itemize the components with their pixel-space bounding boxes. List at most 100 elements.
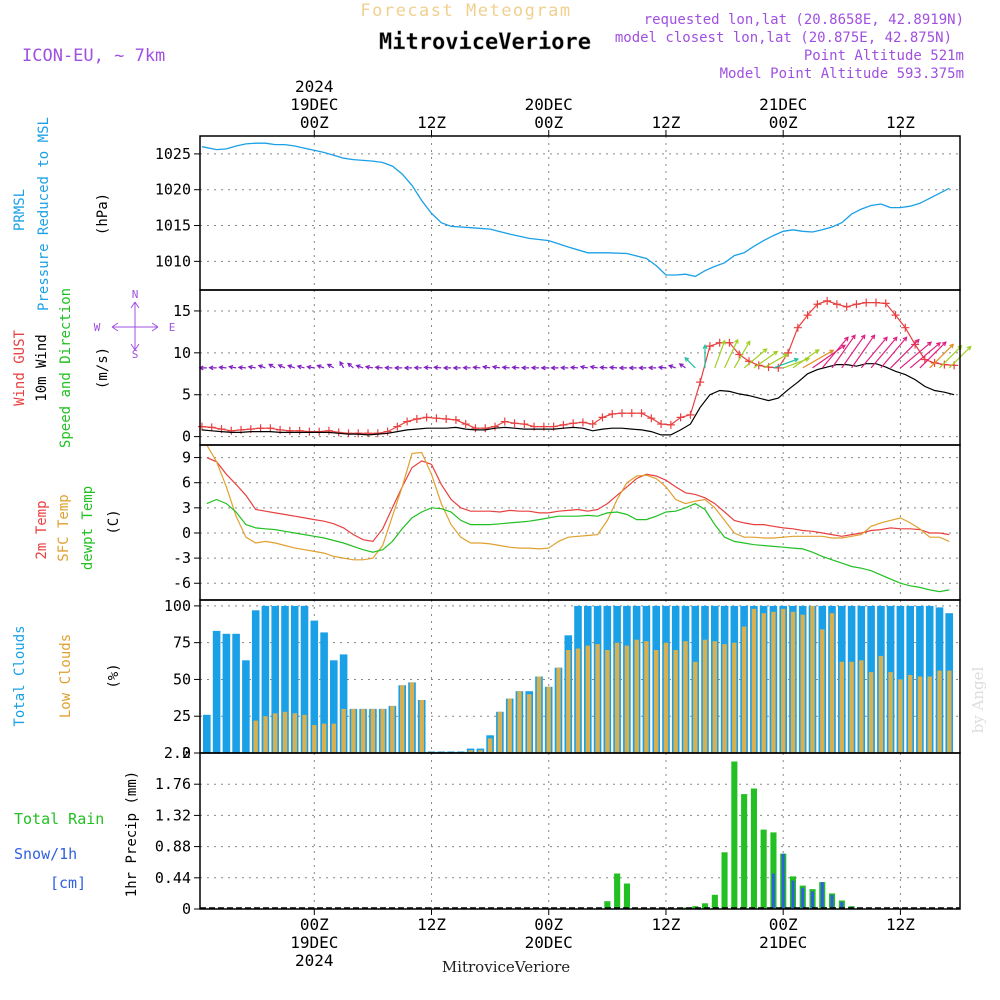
bottom-time-label: 21DEC [759, 933, 807, 952]
top-time-label: 00Z [769, 113, 798, 132]
low-cloud-bar [575, 648, 581, 753]
panel-wind: 0 5 10 15 [173, 290, 960, 446]
low-cloud-bar [722, 644, 727, 753]
wind-arrow [442, 365, 452, 371]
wind-arrow [929, 343, 955, 369]
wind-arrow [618, 365, 627, 371]
ytick-label: 0 [182, 524, 191, 542]
ytick-label: 1.76 [155, 775, 191, 793]
wind-arrow [579, 364, 588, 370]
low-cloud-bar [820, 629, 825, 753]
total-cloud-bar [281, 605, 289, 753]
gust-point [666, 420, 675, 429]
low-cloud-bar [595, 644, 600, 753]
total-cloud-bar [300, 605, 309, 753]
ytick-label: -6 [173, 574, 191, 592]
low-cloud-bar [683, 641, 688, 753]
wind-arrow [569, 365, 579, 370]
speed-dir-label: Speed and Direction [58, 288, 74, 448]
total-cloud-bar [271, 605, 279, 753]
prmsl-desc-label: Pressure Reduced to MSL [36, 117, 52, 311]
ytick-label: 100 [164, 597, 191, 615]
rain-bar [604, 901, 611, 909]
cm-unit-label: [cm] [50, 874, 86, 892]
gust-point [901, 323, 910, 332]
low-cloud-bar [947, 670, 952, 753]
low-cloud-bar [800, 614, 805, 753]
dewpt-label: dewpt Temp [80, 486, 96, 570]
gust-point [598, 413, 607, 422]
gust-point [481, 424, 490, 433]
ytick-label: 10 [173, 344, 191, 362]
ytick-label: -3 [173, 549, 191, 567]
low-cloud-bar [282, 711, 288, 753]
wind-arrow [608, 365, 618, 371]
wind-arrow [773, 357, 800, 369]
gust-point [911, 340, 920, 349]
gust-point [266, 424, 275, 433]
gust-point [647, 414, 656, 423]
panel-temperature: -6 -3 0 3 6 9 [173, 445, 960, 600]
wind-arrow [540, 365, 549, 371]
gust-point [725, 338, 734, 347]
low-cloud-bar [400, 685, 405, 753]
gust-point [373, 429, 382, 438]
wind-arrow [296, 364, 305, 370]
wind-arrow [413, 365, 422, 371]
wind-arrow [481, 364, 491, 370]
top-time-label: 20DEC [525, 95, 573, 114]
low-cloud-bar [566, 650, 571, 753]
wind-arrow [491, 364, 501, 370]
gust-point [862, 298, 871, 307]
rain-bar [760, 829, 767, 909]
wind-arrow [433, 365, 442, 370]
low-cloud-bar [927, 676, 932, 753]
wind-arrow [237, 365, 246, 371]
wind-arrow [589, 364, 598, 370]
requested-coords: requested lon,lat (20.8658E, 42.8919N) [644, 12, 964, 28]
low-cloud-bar [908, 675, 913, 753]
wind-arrow [668, 364, 676, 369]
wind-arrow [753, 350, 779, 369]
ytick-label: 6 [182, 474, 191, 492]
low-cloud-bar [751, 608, 757, 753]
ytick-label: 1020 [155, 181, 191, 199]
top-time-label: 12Z [886, 113, 915, 132]
total-cloud-bar [310, 620, 319, 753]
snow-label: Snow/1h [14, 845, 77, 863]
total-clouds-label: Total Clouds [12, 625, 28, 726]
wind-arrow [909, 341, 942, 369]
top-time-label: 2024 [295, 77, 334, 96]
gust-point [344, 429, 353, 438]
total-cloud-bar [320, 632, 328, 753]
wind-arrow [870, 336, 898, 369]
wind-arrow [472, 365, 481, 370]
wind10m-line [201, 363, 955, 436]
low-cloud-bar [761, 613, 766, 753]
low-cloud-bar [507, 698, 512, 753]
compass-w-label: W [94, 321, 101, 334]
panel-frame [199, 752, 961, 910]
gust-point [657, 420, 666, 429]
rain-bar [623, 883, 630, 909]
celsius-unit-label: (C) [106, 509, 122, 534]
low-cloud-bar [810, 605, 815, 753]
total-cloud-bar [290, 605, 299, 753]
gust-point [207, 423, 216, 432]
rain-bar [702, 903, 709, 909]
wind-arrow [724, 338, 739, 369]
gust-point [315, 427, 324, 436]
wind-arrow [880, 336, 908, 369]
gust-point [891, 311, 900, 320]
low-cloud-bar [605, 650, 610, 753]
gust-point [784, 348, 793, 357]
ytick-label: 1025 [155, 145, 191, 163]
panel-precip: 0 0.44 0.88 1.32 1.76 2.2 [155, 744, 960, 918]
wind-arrow [860, 336, 888, 369]
ytick-label: 50 [173, 670, 191, 688]
rain-bar [721, 852, 728, 909]
wind-arrow [452, 365, 461, 371]
gust-point [334, 428, 343, 437]
low-cloud-bar [673, 650, 678, 753]
